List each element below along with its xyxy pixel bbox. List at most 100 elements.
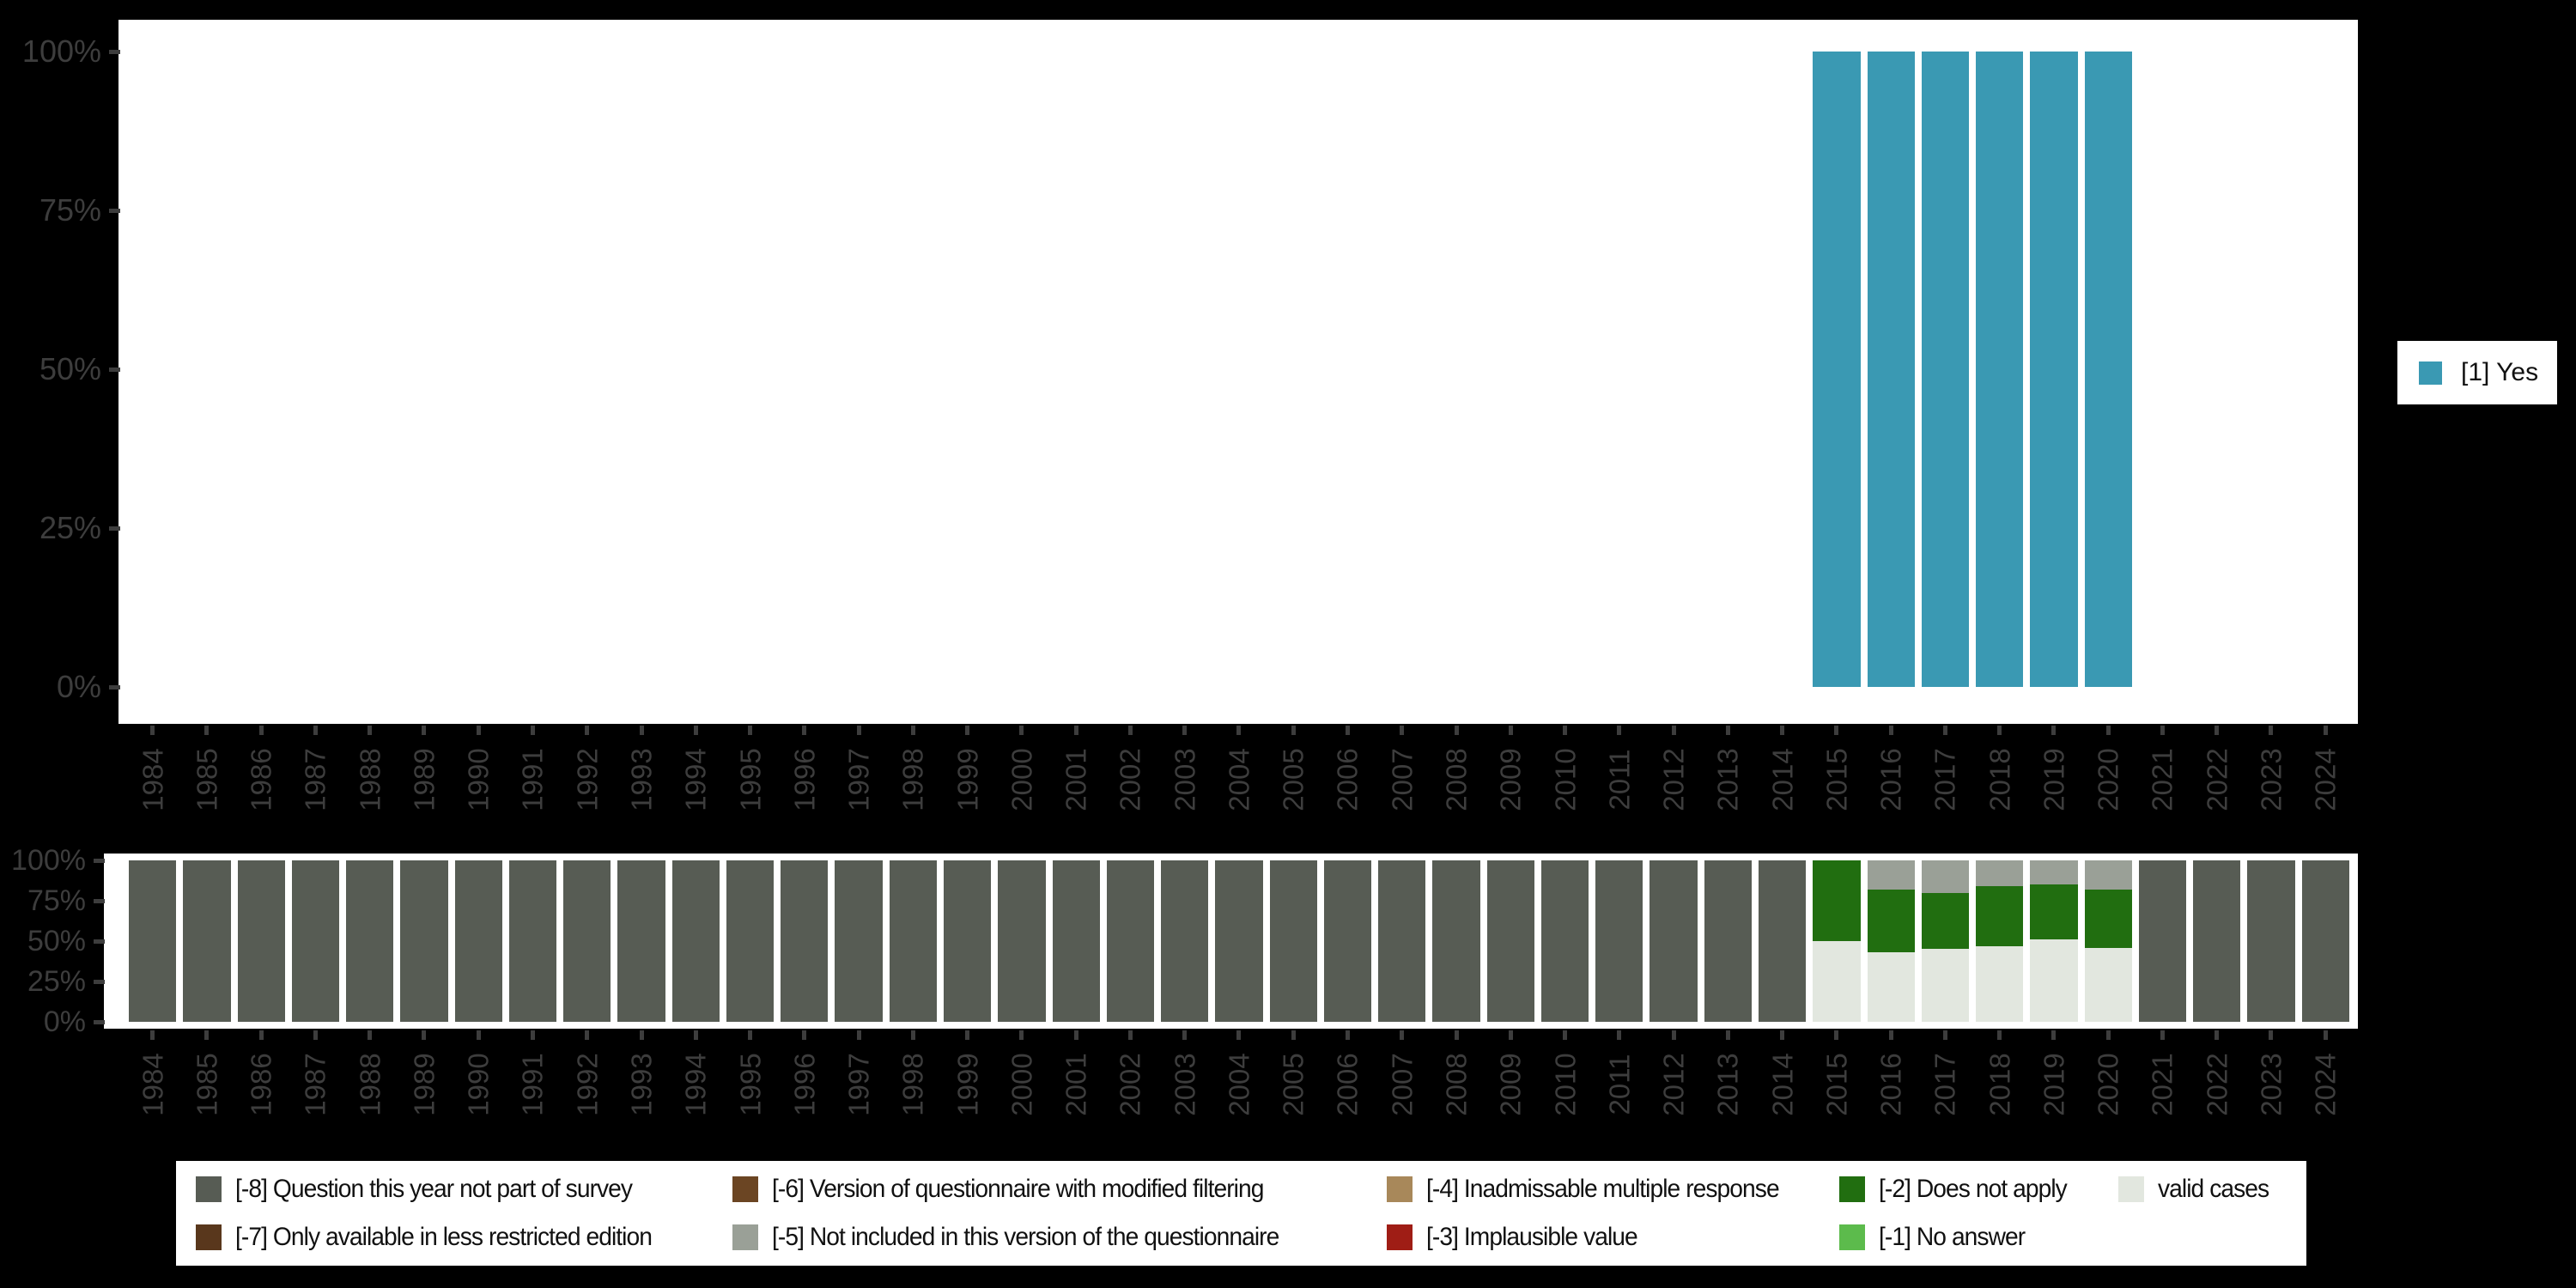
x-axis-slot: 1997 [831,1030,885,1129]
bar-2003 [1157,52,1212,687]
x-tick-label: 1984 [125,1042,179,1127]
x-axis-slot: 2021 [2136,726,2190,824]
x-axis-slot: 2014 [1755,726,1809,824]
bar-2012 [1646,52,1700,687]
x-tick-label: 2016 [1864,1042,1918,1127]
x-axis-slot: 1990 [452,1030,506,1129]
bar-segment-miss2 [1813,860,1861,941]
bar-2004 [1212,860,1266,1022]
x-tick [639,1030,644,1040]
x-tick-label: 2022 [2190,737,2244,823]
x-tick [1127,1030,1133,1040]
x-axis-slot: 1991 [506,726,560,824]
x-axis-slot: 1993 [614,726,668,824]
bar-2022 [2190,52,2244,687]
bar-segment-miss8 [2138,860,2187,1022]
year-label: 2001 [1060,1053,1092,1116]
y-tick-label: 100% [11,844,86,877]
x-tick-label: 2024 [2299,1042,2353,1127]
year-label: 2006 [1331,748,1364,811]
bar-segment-miss8 [129,860,177,1022]
bar-segment-miss8 [1323,860,1372,1022]
bar-segment-valid [1813,941,1861,1022]
bar-1986 [234,52,289,687]
x-tick-label: 2017 [1918,1042,1972,1127]
bar-1993 [614,860,668,1022]
x-tick-label: 2010 [1538,1042,1592,1127]
year-label: 1995 [734,748,767,811]
bar-1996 [777,52,831,687]
year-label: 2019 [2038,748,2070,811]
bar-2008 [1429,860,1483,1022]
x-axis-slot: 2007 [1375,726,1429,824]
x-tick-label: 1998 [886,1042,940,1127]
x-axis-slot: 1995 [723,1030,777,1129]
year-label: 2018 [1984,1053,2016,1116]
bar-segment-miss8 [1704,860,1752,1022]
x-tick-label: 1996 [777,737,831,823]
x-tick [585,726,590,735]
year-label: 2003 [1169,748,1201,811]
top-chart-x-axis: 1984 1985 1986 1987 1988 1989 1990 1991 1992 1993… [125,726,2353,824]
x-tick [530,726,535,735]
legend-swatch-yes [2419,361,2442,385]
bar-2015 [1809,860,1863,1022]
bar-segment-miss8 [2193,860,2241,1022]
bar-1989 [397,52,451,687]
x-tick-label: 2011 [1592,1042,1646,1127]
bar-1994 [669,52,723,687]
bar-segment-miss8 [2247,860,2295,1022]
year-label: 2022 [2201,748,2233,811]
legend-label-miss8: [-8] Question this year not part of surv… [235,1175,633,1203]
x-axis-slot: 2008 [1429,726,1483,824]
x-tick-label: 1999 [940,1042,994,1127]
x-tick-label: 1984 [125,737,179,823]
year-label: 2013 [1711,748,1744,811]
x-tick-label: 2013 [1701,737,1755,823]
x-tick [639,726,644,735]
x-tick [1182,726,1188,735]
legend-column: [-6] Version of questionnaire with modif… [732,1165,1387,1266]
x-tick-label: 2022 [2190,1042,2244,1127]
bar-2005 [1267,52,1321,687]
bar-2010 [1538,52,1592,687]
y-tick-label: 75% [39,192,101,228]
year-label: 2016 [1874,1053,1907,1116]
x-axis-slot: 2000 [994,726,1048,824]
x-axis-slot: 1984 [125,726,179,824]
legend-column: valid cases [2118,1165,2306,1266]
bar-segment-miss5 [1867,860,1915,890]
y-tick-label: 0% [56,669,101,704]
x-axis-slot: 2004 [1212,1030,1266,1129]
x-axis-slot: 1988 [343,1030,397,1129]
year-label: 1993 [625,748,658,811]
year-label: 2011 [1603,749,1636,811]
legend-swatch-miss8 [196,1176,222,1202]
x-axis-slot: 2014 [1755,1030,1809,1129]
year-label: 2000 [1005,748,1038,811]
bar-1988 [343,860,397,1022]
x-tick [2323,726,2328,735]
legend-entry-miss1: [-1] No answer [1839,1213,2118,1261]
year-label: 1985 [191,1053,223,1116]
x-tick-label: 1988 [343,737,397,823]
bar-1988 [343,52,397,687]
year-label: 1985 [191,748,223,811]
legend-column: [-4] Inadmissable multiple response [-3] … [1387,1165,1839,1266]
x-tick [258,1030,264,1040]
legend-swatch-miss3 [1387,1224,1413,1250]
bar-2009 [1484,860,1538,1022]
year-label: 2023 [2255,1053,2287,1116]
bar-segment-miss8 [617,860,665,1022]
year-label: 1986 [245,748,277,811]
x-tick-label: 2019 [2026,1042,2081,1127]
x-axis-slot: 1988 [343,726,397,824]
x-axis-slot: 2011 [1592,1030,1646,1129]
x-tick [965,1030,970,1040]
x-tick-label: 2020 [2081,737,2136,823]
x-tick [910,726,915,735]
bar-1999 [940,860,994,1022]
x-axis-slot: 2012 [1646,1030,1700,1129]
x-axis-slot: 2000 [994,1030,1048,1129]
